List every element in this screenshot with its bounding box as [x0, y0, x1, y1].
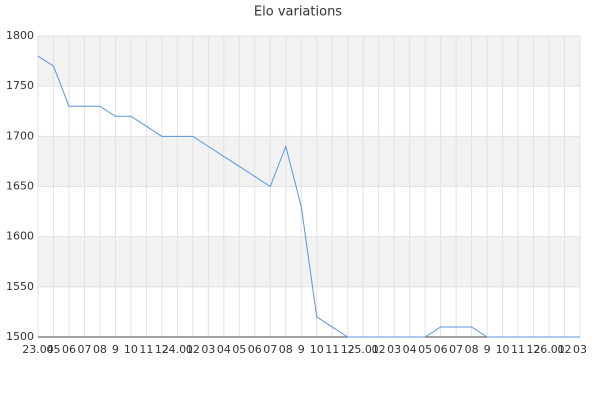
x-tick-label: 02	[372, 343, 386, 356]
y-tick-label: 1800	[6, 29, 34, 42]
line	[37, 55, 580, 338]
x-tick-label: 23.04	[22, 343, 54, 356]
x-tick-label: 11	[325, 343, 339, 356]
x-tick-label: 26.01	[533, 343, 565, 356]
y-tick-label: 1650	[6, 180, 34, 193]
x-tick-label: 08	[93, 343, 107, 356]
x-tick-label: 02	[186, 343, 200, 356]
x-tick-label: 05	[46, 343, 60, 356]
x-tick-label: 12	[155, 343, 169, 356]
x-tick-label: 9	[112, 343, 119, 356]
x-tick-label: 03	[387, 343, 401, 356]
x-tick-label: 9	[298, 343, 305, 356]
x-tick-label: 07	[263, 343, 277, 356]
x-tick-label: 12	[341, 343, 355, 356]
x-tick-label: 06	[62, 343, 76, 356]
y-tick-label: 1550	[6, 280, 34, 293]
x-tick-label: 03	[573, 343, 587, 356]
x-tick-label: 06	[434, 343, 448, 356]
x-tick-label: 02	[558, 343, 572, 356]
chart-title: Elo variations	[254, 5, 342, 20]
x-tick-label: 11	[139, 343, 153, 356]
grid-band	[38, 36, 580, 87]
x-tick-label: 07	[449, 343, 463, 356]
y-tick-label: 1750	[6, 79, 34, 92]
y-tick-label: 1700	[6, 129, 34, 142]
x-tick-label: 05	[232, 343, 246, 356]
x-tick-label: 08	[279, 343, 293, 356]
x-tick-label: 07	[77, 343, 91, 356]
x-tick-label: 08	[465, 343, 479, 356]
y-tick-label: 1500	[6, 330, 34, 343]
x-tick-label: 04	[217, 343, 231, 356]
x-tick-label: 04	[403, 343, 417, 356]
x-tick-label: 05	[418, 343, 432, 356]
y-tick-label: 1600	[6, 230, 34, 243]
x-tick-label: 03	[201, 343, 215, 356]
x-tick-label: 11	[511, 343, 525, 356]
x-tick-label: 9	[484, 343, 491, 356]
x-tick-label: 25.01	[347, 343, 379, 356]
x-tick-label: 06	[248, 343, 262, 356]
x-tick-label: 24.01	[162, 343, 194, 356]
x-tick-label: 10	[496, 343, 510, 356]
x-tick-label: 12	[527, 343, 541, 356]
x-tick-label: 10	[310, 343, 324, 356]
grid-band	[38, 136, 580, 187]
x-tick-label: 10	[124, 343, 138, 356]
